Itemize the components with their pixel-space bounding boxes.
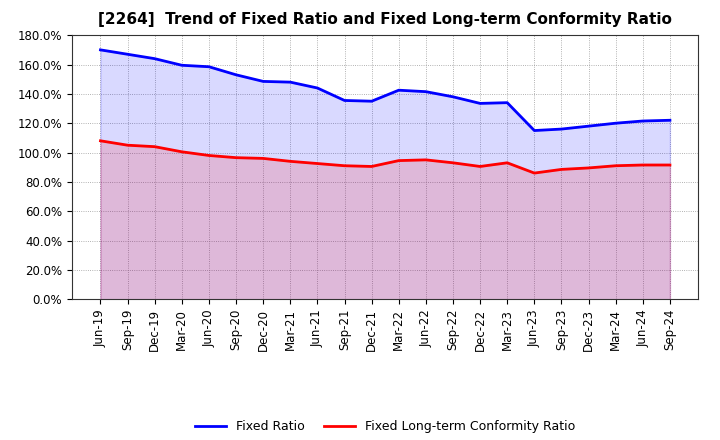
Fixed Long-term Conformity Ratio — [123, 143, 132, 148]
Fixed Long-term Conformity Ratio — [232, 155, 240, 160]
Fixed Ratio — [204, 64, 213, 70]
Fixed Ratio — [178, 62, 186, 68]
Fixed Long-term Conformity Ratio — [530, 170, 539, 176]
Line: Fixed Long-term Conformity Ratio: Fixed Long-term Conformity Ratio — [101, 141, 670, 173]
Fixed Long-term Conformity Ratio — [341, 163, 349, 169]
Fixed Ratio — [96, 47, 105, 52]
Fixed Ratio — [639, 118, 647, 124]
Fixed Ratio — [530, 128, 539, 133]
Fixed Long-term Conformity Ratio — [178, 149, 186, 154]
Fixed Long-term Conformity Ratio — [367, 164, 376, 169]
Fixed Ratio — [557, 126, 566, 132]
Fixed Long-term Conformity Ratio — [286, 159, 294, 164]
Fixed Ratio — [476, 101, 485, 106]
Fixed Ratio — [259, 79, 268, 84]
Legend: Fixed Ratio, Fixed Long-term Conformity Ratio: Fixed Ratio, Fixed Long-term Conformity … — [190, 415, 580, 438]
Fixed Ratio — [421, 89, 430, 94]
Fixed Long-term Conformity Ratio — [665, 162, 674, 168]
Title: [2264]  Trend of Fixed Ratio and Fixed Long-term Conformity Ratio: [2264] Trend of Fixed Ratio and Fixed Lo… — [98, 12, 672, 27]
Fixed Long-term Conformity Ratio — [557, 167, 566, 172]
Fixed Ratio — [341, 98, 349, 103]
Fixed Long-term Conformity Ratio — [204, 153, 213, 158]
Line: Fixed Ratio: Fixed Ratio — [101, 50, 670, 131]
Fixed Long-term Conformity Ratio — [150, 144, 159, 149]
Fixed Long-term Conformity Ratio — [639, 162, 647, 168]
Fixed Long-term Conformity Ratio — [259, 156, 268, 161]
Fixed Long-term Conformity Ratio — [395, 158, 403, 163]
Fixed Ratio — [665, 117, 674, 123]
Fixed Long-term Conformity Ratio — [503, 160, 511, 165]
Fixed Long-term Conformity Ratio — [584, 165, 593, 171]
Fixed Ratio — [584, 124, 593, 129]
Fixed Ratio — [123, 51, 132, 57]
Fixed Long-term Conformity Ratio — [476, 164, 485, 169]
Fixed Ratio — [150, 56, 159, 61]
Fixed Ratio — [449, 94, 457, 99]
Fixed Long-term Conformity Ratio — [611, 163, 620, 169]
Fixed Ratio — [313, 85, 322, 91]
Fixed Ratio — [286, 80, 294, 85]
Fixed Ratio — [367, 99, 376, 104]
Fixed Long-term Conformity Ratio — [421, 157, 430, 162]
Fixed Ratio — [395, 88, 403, 93]
Fixed Long-term Conformity Ratio — [449, 160, 457, 165]
Fixed Ratio — [503, 100, 511, 105]
Fixed Ratio — [232, 72, 240, 77]
Fixed Long-term Conformity Ratio — [313, 161, 322, 166]
Fixed Long-term Conformity Ratio — [96, 138, 105, 143]
Fixed Ratio — [611, 121, 620, 126]
